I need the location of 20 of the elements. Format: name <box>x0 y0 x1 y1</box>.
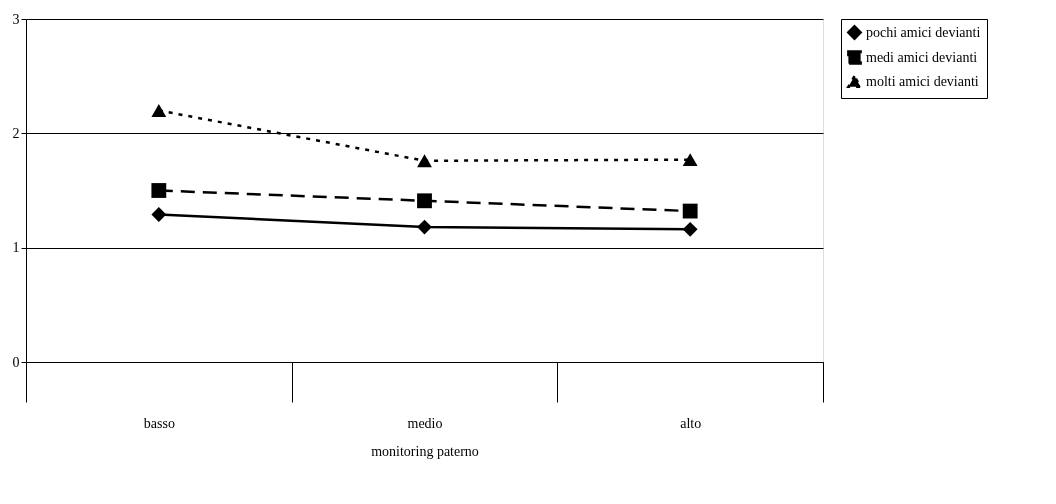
x-axis-title: monitoring paterno <box>371 443 479 459</box>
point <box>417 193 432 209</box>
point <box>417 154 432 168</box>
legend-label: pochi amici devianti <box>866 24 981 40</box>
y-tick-label: 2 <box>12 125 20 141</box>
x-tick-label: basso <box>143 415 175 431</box>
point <box>151 104 167 117</box>
y-tick-label: 3 <box>12 11 20 27</box>
legend-label: medi amici devianti <box>866 49 978 65</box>
x-tick-label: alto <box>680 415 702 431</box>
point <box>417 219 432 235</box>
point <box>682 221 698 237</box>
point <box>151 207 167 222</box>
x-tick-label: medio <box>407 415 443 431</box>
legend-label: molti amici devianti <box>866 73 979 89</box>
point <box>151 183 167 198</box>
point <box>682 153 698 167</box>
point <box>682 203 698 219</box>
y-tick-label: 0 <box>12 354 20 370</box>
y-tick-label: 1 <box>12 240 20 256</box>
